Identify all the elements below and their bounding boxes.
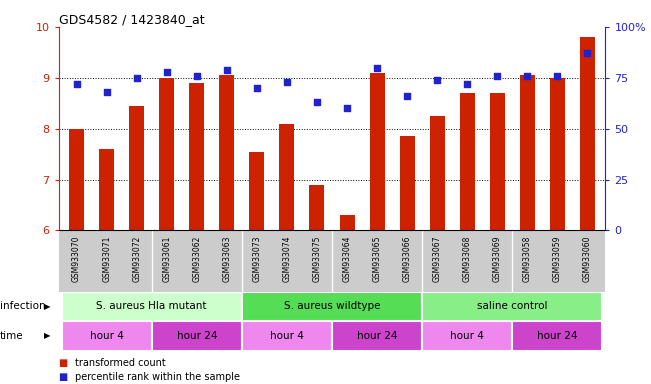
Bar: [249, 152, 264, 384]
Point: [221, 66, 232, 73]
Point: [522, 73, 533, 79]
Text: time: time: [0, 331, 23, 341]
Bar: [69, 129, 84, 384]
Bar: [189, 83, 204, 384]
Text: GSM933068: GSM933068: [463, 235, 472, 282]
Text: ■: ■: [59, 358, 68, 368]
Point: [492, 73, 503, 79]
Text: hour 24: hour 24: [357, 331, 397, 341]
Text: GSM933063: GSM933063: [223, 235, 231, 282]
Text: transformed count: transformed count: [75, 358, 165, 368]
Text: GSM933059: GSM933059: [553, 235, 562, 282]
Point: [342, 105, 352, 111]
Bar: [332, 321, 422, 351]
Text: GSM933072: GSM933072: [132, 235, 141, 282]
Point: [252, 85, 262, 91]
Text: ▶: ▶: [44, 302, 51, 311]
Text: S. aureus wildtype: S. aureus wildtype: [284, 301, 380, 311]
Bar: [129, 106, 145, 384]
Text: infection: infection: [0, 301, 46, 311]
Bar: [219, 75, 234, 384]
Text: GSM933074: GSM933074: [283, 235, 292, 282]
Text: GSM933073: GSM933073: [253, 235, 262, 282]
Text: hour 4: hour 4: [450, 331, 484, 341]
Point: [72, 81, 82, 87]
Bar: [242, 292, 422, 321]
Bar: [519, 75, 535, 384]
Text: hour 4: hour 4: [270, 331, 304, 341]
Point: [372, 65, 382, 71]
Point: [132, 74, 142, 81]
Bar: [370, 73, 385, 384]
Point: [102, 89, 112, 95]
Point: [312, 99, 322, 105]
Bar: [279, 124, 294, 384]
Bar: [62, 292, 242, 321]
Text: saline control: saline control: [477, 301, 547, 311]
Text: S. aureus Hla mutant: S. aureus Hla mutant: [96, 301, 207, 311]
Text: ▶: ▶: [44, 331, 51, 341]
Bar: [242, 321, 332, 351]
Point: [432, 77, 443, 83]
Bar: [422, 321, 512, 351]
Text: hour 24: hour 24: [176, 331, 217, 341]
Text: GDS4582 / 1423840_at: GDS4582 / 1423840_at: [59, 13, 204, 26]
Bar: [340, 215, 355, 384]
Text: GSM933069: GSM933069: [493, 235, 502, 282]
Point: [462, 81, 473, 87]
Text: GSM933065: GSM933065: [372, 235, 381, 282]
Bar: [99, 149, 114, 384]
Point: [161, 69, 172, 75]
Text: GSM933066: GSM933066: [402, 235, 411, 282]
Point: [282, 79, 292, 85]
Text: hour 24: hour 24: [537, 331, 577, 341]
Text: GSM933070: GSM933070: [72, 235, 81, 282]
Text: GSM933067: GSM933067: [433, 235, 441, 282]
Bar: [550, 78, 565, 384]
Text: GSM933061: GSM933061: [162, 235, 171, 282]
Bar: [400, 136, 415, 384]
Point: [582, 50, 592, 56]
Text: GSM933071: GSM933071: [102, 235, 111, 282]
Bar: [159, 78, 174, 384]
Point: [191, 73, 202, 79]
Point: [402, 93, 412, 99]
Text: hour 4: hour 4: [90, 331, 124, 341]
Bar: [460, 93, 475, 384]
Bar: [490, 93, 505, 384]
Bar: [580, 37, 595, 384]
Text: GSM933060: GSM933060: [583, 235, 592, 282]
Text: GSM933058: GSM933058: [523, 235, 532, 282]
Bar: [152, 321, 242, 351]
Bar: [62, 321, 152, 351]
Point: [552, 73, 562, 79]
Text: GSM933075: GSM933075: [312, 235, 322, 282]
Bar: [422, 292, 602, 321]
Text: ■: ■: [59, 372, 68, 382]
Bar: [512, 321, 602, 351]
Text: GSM933064: GSM933064: [342, 235, 352, 282]
Text: percentile rank within the sample: percentile rank within the sample: [75, 372, 240, 382]
Bar: [430, 116, 445, 384]
Bar: [309, 185, 324, 384]
Text: GSM933062: GSM933062: [192, 235, 201, 282]
